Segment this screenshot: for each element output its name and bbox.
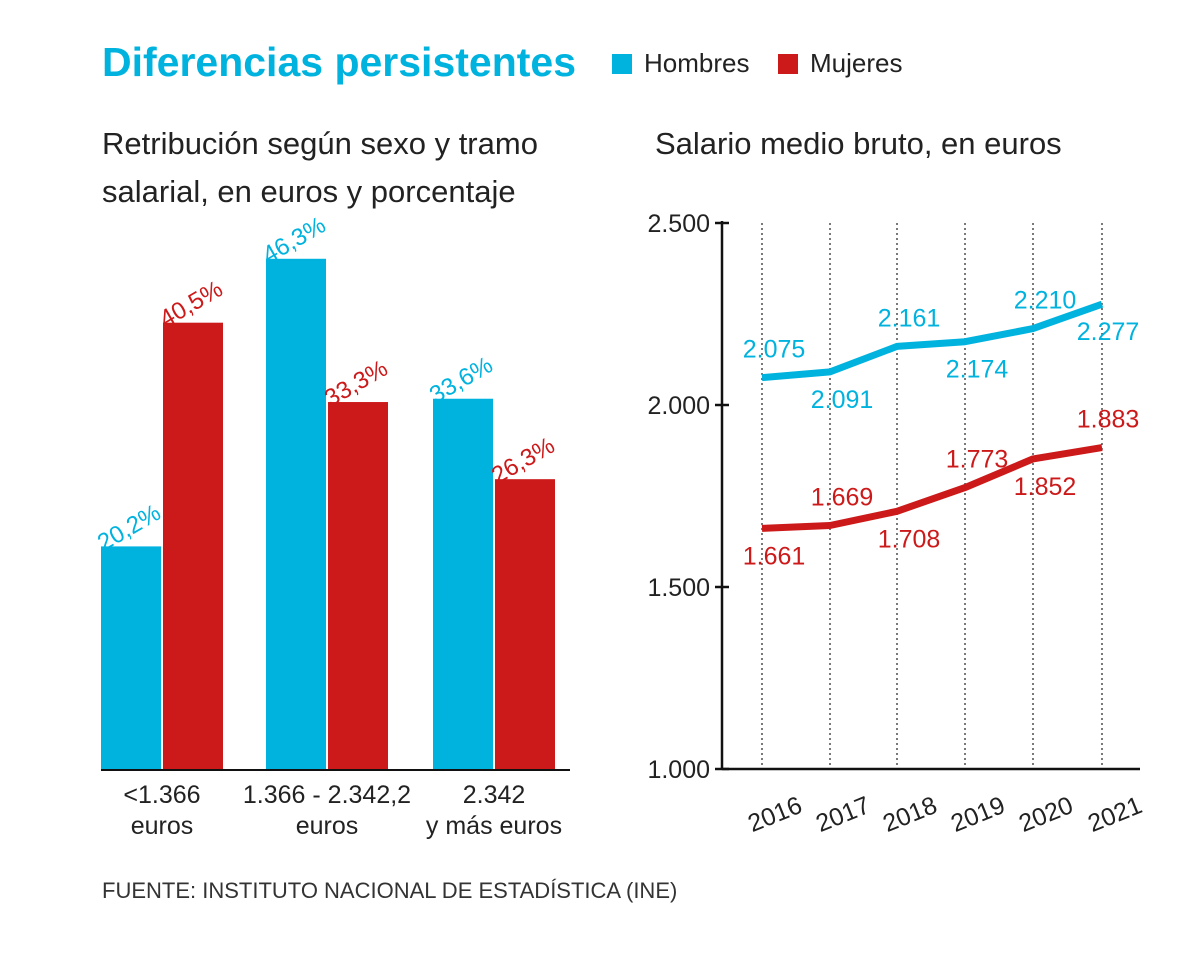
bar-hombres-2 <box>266 258 326 769</box>
category-label-3-line-2: y más euros <box>426 812 562 840</box>
x-tick-label-2017: 2017 <box>812 791 874 838</box>
data-label-hombres-2021: 2.277 <box>1077 318 1140 346</box>
bar-chart-title-line-1: Retribución según sexo y tramo <box>102 126 538 161</box>
category-label-2-line-1: 1.366 - 2.342,2 <box>243 781 411 809</box>
page-title: Diferencias persistentes <box>102 39 576 85</box>
line-chart: 1.000 1.500 2.000 2.500 2016 2017 2018 2019 2020… <box>647 210 1146 838</box>
bar-mujeres-1 <box>163 322 223 769</box>
bar-mujeres-3 <box>495 479 555 769</box>
y-tick-label-1000: 1.000 <box>647 756 710 784</box>
data-label-mujeres-2017: 1.669 <box>811 483 874 511</box>
legend-label-hombres: Hombres <box>644 48 749 78</box>
data-label-mujeres-2018: 1.708 <box>878 525 941 553</box>
data-label-mujeres-2020: 1.852 <box>1014 473 1077 501</box>
category-label-2-line-2: euros <box>296 812 359 840</box>
data-label-mujeres-2019: 1.773 <box>946 446 1009 474</box>
x-tick-label-2018: 2018 <box>879 791 941 838</box>
line-chart-title: Salario medio bruto, en euros <box>655 126 1062 161</box>
data-label-mujeres-2016: 1.661 <box>743 542 806 570</box>
x-tick-label-2020: 2020 <box>1015 791 1077 838</box>
data-label-hombres-2016: 2.075 <box>743 336 806 364</box>
data-label-hombres-2019: 2.174 <box>946 356 1009 384</box>
legend-swatch-mujeres <box>778 54 798 74</box>
category-label-3-line-1: 2.342 <box>463 781 526 809</box>
x-tick-label-2016: 2016 <box>744 791 806 838</box>
series-line-hombres <box>761 300 1104 382</box>
bar-mujeres-2 <box>328 402 388 769</box>
data-label-hombres-2020: 2.210 <box>1014 287 1077 315</box>
category-label-1-line-1: <1.366 <box>123 781 200 809</box>
data-label-mujeres-2021: 1.883 <box>1077 406 1140 434</box>
bar-chart-title-line-2: salarial, en euros y porcentaje <box>102 174 516 209</box>
legend-swatch-hombres <box>612 54 632 74</box>
legend-label-mujeres: Mujeres <box>810 48 902 78</box>
bar-hombres-1 <box>101 546 161 769</box>
x-tick-label-2019: 2019 <box>947 791 1009 838</box>
bar-hombres-3 <box>433 398 493 769</box>
y-tick-label-2500: 2.500 <box>647 210 710 238</box>
data-label-hombres-2018: 2.161 <box>878 304 941 332</box>
category-label-1-line-2: euros <box>131 812 194 840</box>
x-tick-label-2021: 2021 <box>1084 791 1146 838</box>
series-line-mujeres <box>761 444 1103 532</box>
source-note: FUENTE: INSTITUTO NACIONAL DE ESTADÍSTIC… <box>102 878 677 903</box>
y-tick-label-1500: 1.500 <box>647 574 710 602</box>
data-label-hombres-2017: 2.091 <box>811 386 874 414</box>
y-tick-label-2000: 2.000 <box>647 392 710 420</box>
